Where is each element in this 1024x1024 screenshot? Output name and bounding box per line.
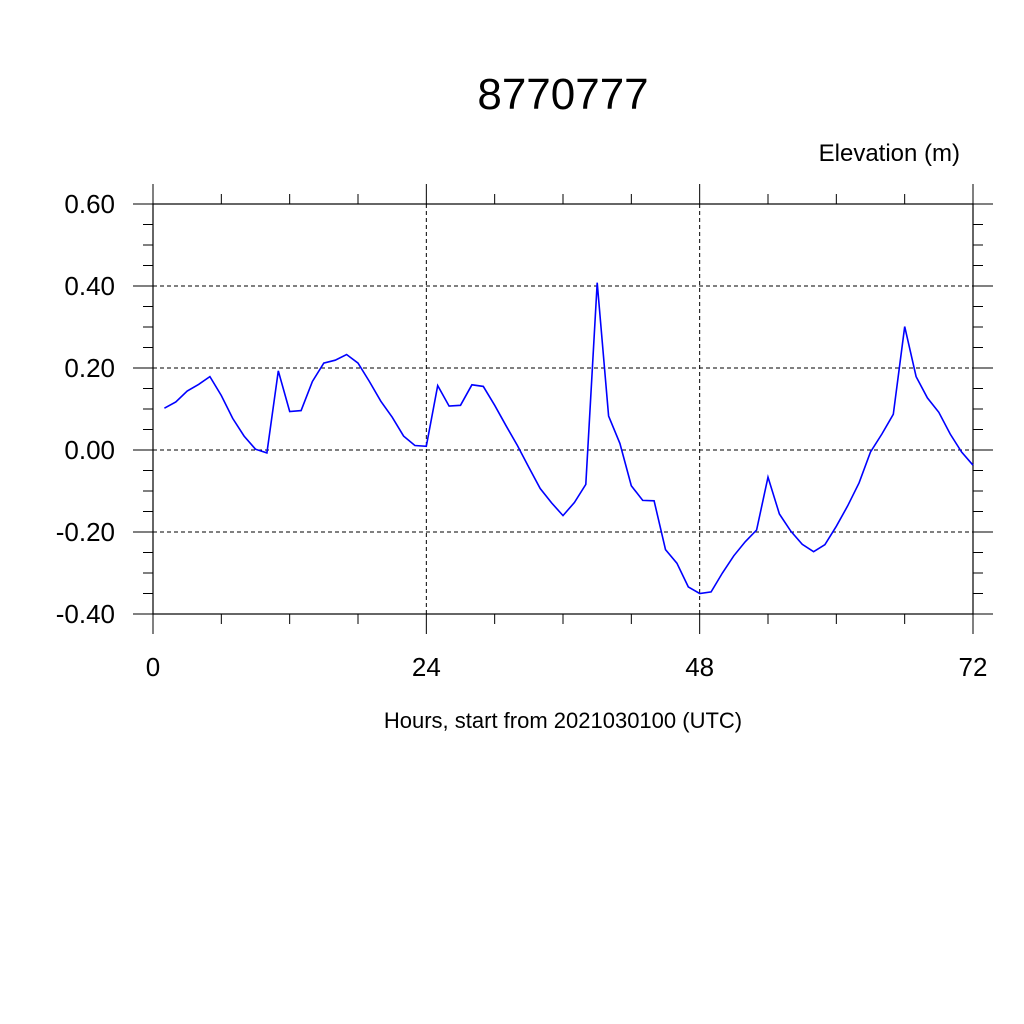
y-tick-label: 0.20 bbox=[64, 353, 115, 383]
x-axis-label: Hours, start from 2021030100 (UTC) bbox=[384, 708, 742, 733]
axis-ticks bbox=[133, 184, 993, 634]
grid-lines bbox=[152, 203, 974, 615]
tick-labels: -0.40 -0.20 0.00 0.20 0.40 0.60 0 24 48 72 bbox=[56, 189, 988, 682]
x-tick-label: 48 bbox=[685, 652, 714, 682]
y-tick-label: -0.20 bbox=[56, 517, 115, 547]
x-tick-label: 0 bbox=[146, 652, 160, 682]
series-line bbox=[164, 282, 974, 595]
y-tick-label: 0.60 bbox=[64, 189, 115, 219]
x-tick-label: 72 bbox=[959, 652, 988, 682]
y-tick-label: 0.00 bbox=[64, 435, 115, 465]
chart-subtitle-right: Elevation (m) bbox=[819, 140, 960, 167]
plot-frame bbox=[152, 203, 974, 615]
y-tick-label: 0.40 bbox=[64, 271, 115, 301]
chart-title: 8770777 bbox=[477, 70, 648, 119]
series-group bbox=[164, 282, 974, 595]
x-tick-label: 24 bbox=[412, 652, 441, 682]
y-tick-label: -0.40 bbox=[56, 599, 115, 629]
